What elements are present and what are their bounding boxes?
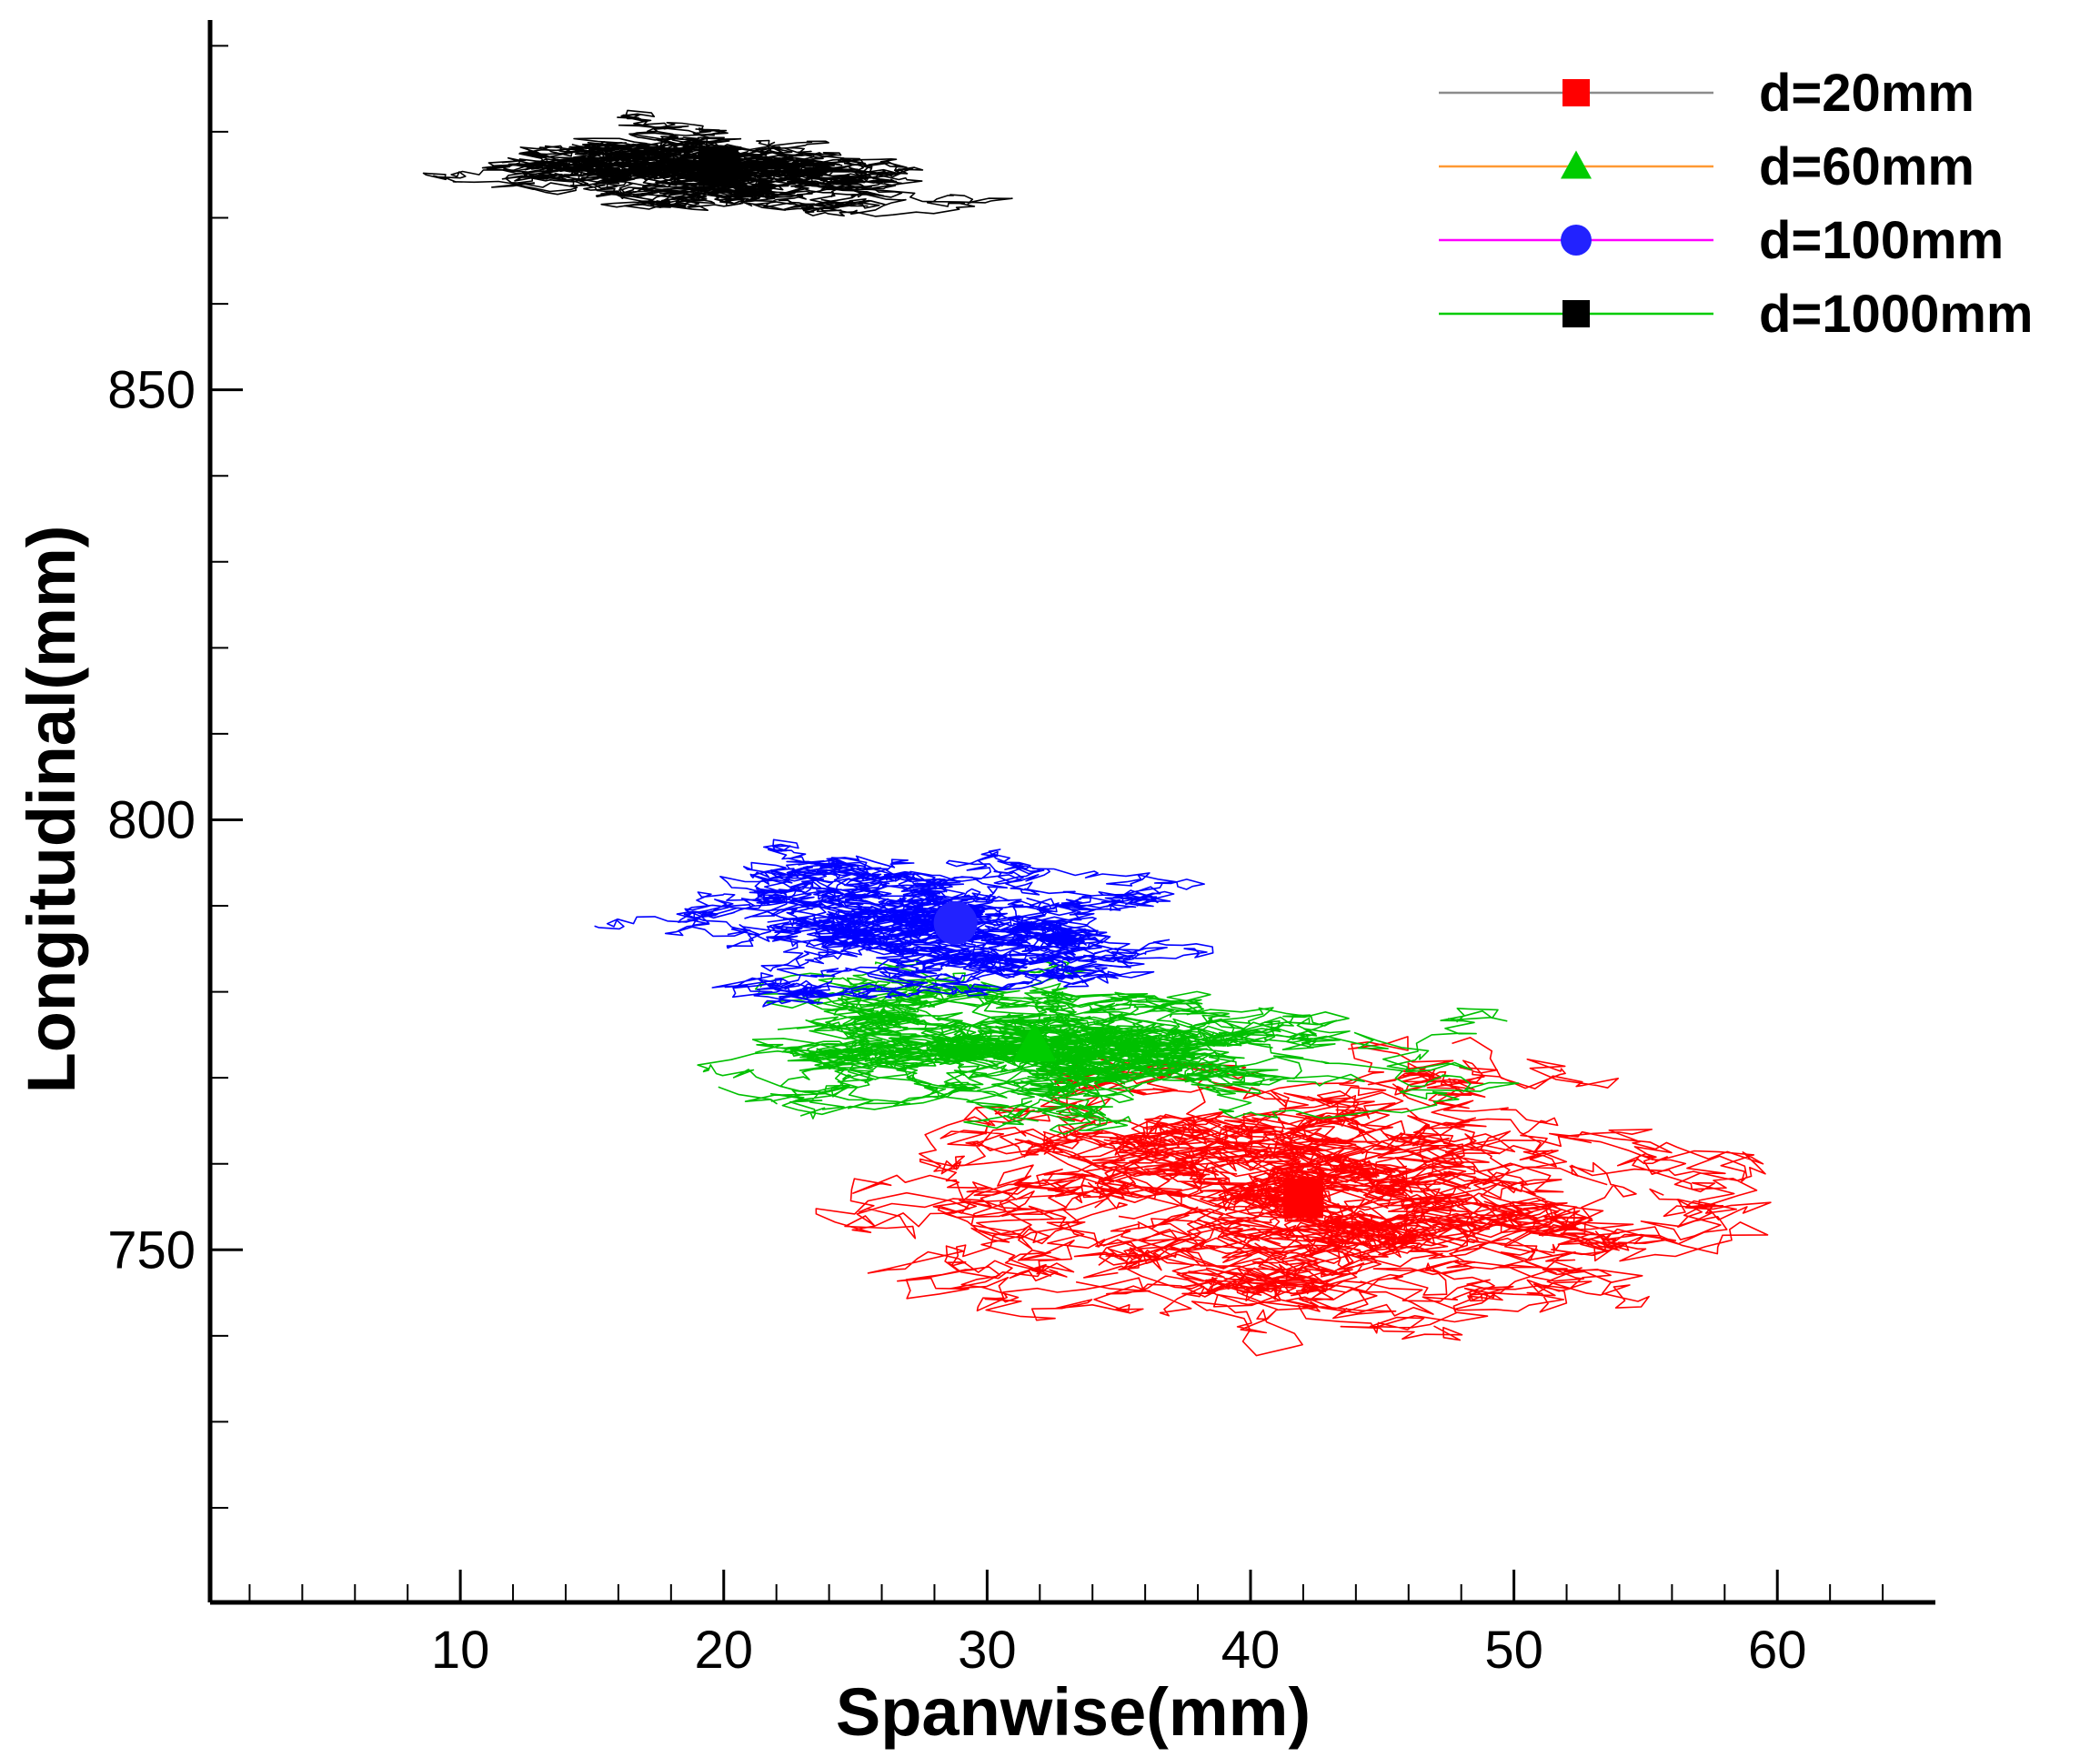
trajectory-path bbox=[711, 954, 1033, 1008]
x-tick-label: 20 bbox=[694, 1621, 753, 1680]
x-tick-label: 40 bbox=[1221, 1621, 1281, 1680]
center-markers bbox=[698, 146, 1323, 1219]
legend-label: d=20mm bbox=[1759, 64, 1974, 123]
trajectory-path bbox=[1040, 1036, 1454, 1178]
x-tick-label: 60 bbox=[1748, 1621, 1807, 1680]
legend-item-3: d=1000mm bbox=[1439, 285, 2033, 344]
trajectory-path bbox=[960, 1130, 1568, 1341]
center-marker-1 bbox=[1012, 1021, 1057, 1062]
legend-item-0: d=20mm bbox=[1439, 64, 1974, 123]
y-tick-label: 800 bbox=[107, 790, 196, 849]
x-tick-label: 10 bbox=[431, 1621, 490, 1680]
legend: d=20mm d=60mm d=100mm d=1000mm bbox=[1439, 64, 2033, 344]
trajectory-path bbox=[726, 905, 1155, 988]
x-ticks: 10 20 30 40 50 60 bbox=[248, 1570, 1884, 1680]
legend-item-2: d=100mm bbox=[1439, 211, 2004, 270]
trajectory-path bbox=[874, 977, 1271, 1067]
trajectory-cloud-1 bbox=[697, 958, 1520, 1135]
trajectory-path bbox=[1053, 1114, 1634, 1289]
trajectory-cloud-2 bbox=[594, 838, 1214, 1008]
trajectory-path bbox=[946, 848, 1205, 945]
legend-label: d=1000mm bbox=[1759, 285, 2033, 344]
trajectory-path bbox=[815, 1131, 1479, 1270]
legend-label: d=60mm bbox=[1759, 137, 1974, 196]
plot-area bbox=[422, 109, 1772, 1357]
legend-marker bbox=[1562, 300, 1590, 327]
y-tick-label: 750 bbox=[107, 1220, 196, 1280]
legend-marker bbox=[1562, 79, 1590, 106]
trajectory-path bbox=[751, 855, 982, 931]
center-marker-0 bbox=[1282, 1178, 1323, 1219]
y-axis-title: Longitudinal(mm) bbox=[14, 526, 89, 1094]
y-tick-label: 850 bbox=[107, 361, 196, 420]
legend-item-1: d=60mm bbox=[1439, 137, 1974, 196]
trajectory-path bbox=[574, 109, 770, 194]
x-tick-label: 30 bbox=[958, 1621, 1017, 1680]
legend-marker bbox=[1561, 225, 1592, 256]
trajectory-path bbox=[807, 909, 1131, 985]
trajectory-path bbox=[1073, 1197, 1650, 1334]
legend-marker bbox=[1561, 150, 1592, 179]
trajectory-path bbox=[697, 1009, 1083, 1119]
axes: 10 20 30 40 50 60 750 800 850 bbox=[107, 20, 1935, 1680]
x-tick-label: 50 bbox=[1484, 1621, 1543, 1680]
trajectory-cloud-0 bbox=[815, 1036, 1772, 1357]
y-ticks: 750 800 850 bbox=[107, 45, 243, 1509]
trajectory-path bbox=[1140, 1008, 1520, 1119]
trajectory-path bbox=[664, 861, 1008, 979]
x-axis-title: Spanwise(mm) bbox=[836, 1674, 1311, 1750]
legend-label: d=100mm bbox=[1759, 211, 2004, 270]
center-marker-3 bbox=[698, 146, 739, 186]
center-marker-2 bbox=[933, 900, 978, 945]
